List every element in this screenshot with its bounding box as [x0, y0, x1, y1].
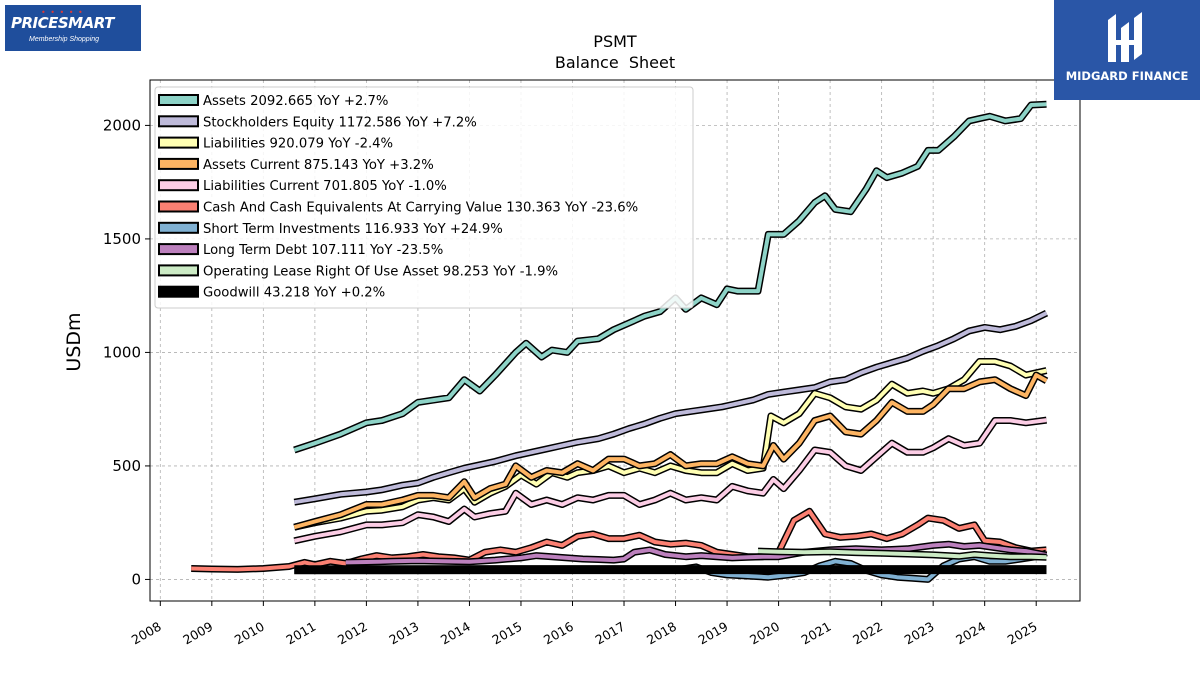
midgard-finance-logo: MIDGARD FINANCE — [1054, 0, 1200, 100]
legend-swatch — [158, 115, 199, 128]
legend: Assets 2092.665 YoY +2.7% Stockholders Eq… — [154, 86, 694, 309]
legend-swatch — [158, 200, 199, 213]
series-line-outline — [293, 416, 1047, 545]
legend-entry: Assets Current 875.143 YoY +3.2% — [203, 158, 434, 173]
legend-swatch — [158, 285, 199, 298]
series-operating-lease-right-of-use-asset — [757, 547, 1047, 561]
legend-entry: Liabilities 920.079 YoY -2.4% — [203, 137, 393, 152]
series-stockholders-equity — [293, 309, 1049, 506]
x-tick-label: 2025 — [1005, 619, 1040, 648]
y-tick-label: 2000 — [103, 116, 141, 134]
series-line — [345, 542, 1047, 565]
legend-entry: Assets 2092.665 YoY +2.7% — [203, 94, 388, 109]
legend-swatch — [158, 243, 199, 256]
y-tick-label: 1000 — [103, 343, 141, 361]
x-tick-label: 2010 — [232, 619, 267, 648]
series-long-term-debt — [345, 540, 1048, 566]
y-axis-label: USDm — [63, 312, 85, 371]
legend-swatch — [158, 264, 199, 277]
chart-subtitle: Balance Sheet — [555, 53, 675, 72]
midgard-mark-icon — [1108, 12, 1142, 62]
x-tick-label: 2017 — [592, 619, 627, 648]
x-tick-label: 2014 — [438, 619, 473, 648]
legend-swatch — [158, 221, 199, 234]
pricesmart-tagline: Membership Shopping — [29, 36, 100, 43]
x-tick-label: 2019 — [696, 619, 731, 648]
pricesmart-logo: • • • • • PRICESMART Membership Shopping — [5, 5, 141, 51]
legend-entry: Cash And Cash Equivalents At Carrying Va… — [203, 201, 638, 216]
x-tick-label: 2016 — [541, 619, 576, 648]
series-line — [293, 418, 1047, 543]
legend-box — [154, 86, 694, 309]
y-tick-label: 0 — [131, 570, 141, 588]
series-liabilities-current — [293, 416, 1047, 545]
legend-entry: Short Term Investments 116.933 YoY +24.9… — [203, 222, 503, 237]
pricesmart-logo-text: PRICESMART — [11, 14, 114, 32]
x-tick-label: 2008 — [129, 619, 164, 648]
legend-entry: Long Term Debt 107.111 YoY -23.5% — [203, 243, 443, 258]
x-tick-label: 2009 — [180, 619, 215, 648]
series-assets — [293, 100, 1047, 454]
legend-entry: Goodwill 43.218 YoY +0.2% — [203, 286, 385, 301]
x-tick-label: 2015 — [489, 619, 524, 648]
x-tick-label: 2011 — [283, 619, 318, 648]
x-tick-label: 2024 — [953, 619, 988, 648]
midgard-finance-name: MIDGARD FINANCE — [1065, 69, 1189, 83]
x-tick-label: 2022 — [850, 619, 885, 648]
legend-entry: Liabilities Current 701.805 YoY -1.0% — [203, 179, 447, 194]
x-tick-label: 2023 — [902, 619, 937, 648]
series-line — [293, 373, 1048, 530]
legend-swatch — [158, 94, 199, 106]
series-line — [293, 102, 1047, 452]
x-tick-label: 2018 — [644, 619, 679, 648]
legend-entry: Stockholders Equity 1172.586 YoY +7.2% — [203, 115, 477, 130]
series-assets-current — [293, 371, 1049, 531]
x-tick-label: 2012 — [335, 619, 370, 648]
plot-frame — [149, 79, 1081, 602]
legend-swatch — [158, 157, 199, 170]
series-line — [293, 311, 1048, 505]
legend-entry: Operating Lease Right Of Use Asset 98.25… — [203, 264, 558, 279]
legend-swatch — [158, 179, 199, 192]
legend-swatch — [158, 136, 199, 149]
y-tick-label: 500 — [112, 457, 141, 475]
x-tick-label: 2021 — [799, 619, 834, 648]
series-line — [757, 549, 1047, 560]
y-tick-label: 1500 — [103, 230, 141, 248]
x-tick-label: 2020 — [747, 619, 782, 648]
x-tick-label: 2013 — [386, 619, 421, 648]
chart-title: PSMT — [593, 32, 637, 51]
logo-dots: • • • • • — [41, 8, 84, 17]
